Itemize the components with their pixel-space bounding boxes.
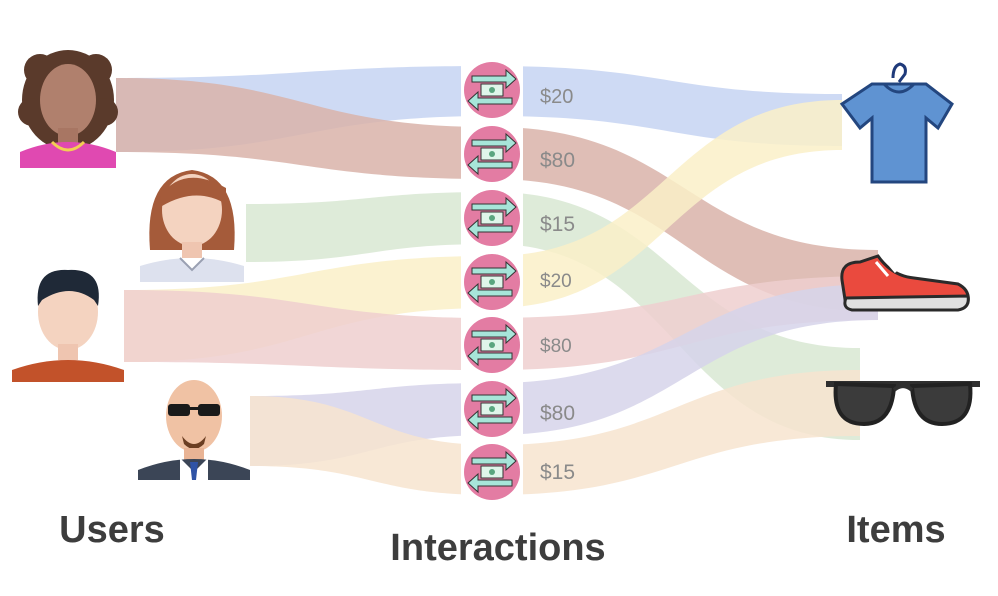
- interaction-flow-band: [116, 78, 878, 312]
- t-shirt-icon: [839, 62, 954, 184]
- items-heading: Items: [846, 509, 945, 551]
- money-exchange-icon: [461, 378, 523, 440]
- interaction-price: $80: [540, 336, 572, 357]
- interaction-flow-band: [250, 284, 878, 466]
- money-exchange-icon: [461, 441, 523, 503]
- user-man-bald-sunglasses-icon: [138, 380, 250, 480]
- money-exchange-icon: [461, 251, 523, 313]
- users-heading: Users: [59, 509, 165, 551]
- money-exchange-icon: [461, 59, 523, 121]
- interaction-price: $15: [540, 461, 575, 484]
- user-woman-curly-hair-icon: [18, 50, 118, 168]
- user-woman-bob-hair-icon: [140, 170, 244, 282]
- interaction-price: $20: [540, 271, 572, 292]
- interaction-price: $80: [540, 149, 575, 172]
- money-exchange-icon: [461, 187, 523, 249]
- money-exchange-icon: [461, 314, 523, 376]
- interaction-price: $80: [540, 402, 575, 425]
- interaction-price: $15: [540, 213, 575, 236]
- interaction-flow-band: [250, 370, 860, 495]
- user-man-dark-hair-icon: [12, 269, 124, 382]
- sneaker-icon: [840, 254, 970, 312]
- money-exchange-icon: [461, 123, 523, 185]
- interaction-price: $20: [540, 86, 573, 108]
- interaction-flow-band: [124, 100, 842, 362]
- sunglasses-icon: [826, 381, 980, 427]
- interactions-heading: Interactions: [390, 527, 605, 569]
- exchange-markers: $20 $80 $15 $20 $80 $80 $15: [461, 59, 575, 503]
